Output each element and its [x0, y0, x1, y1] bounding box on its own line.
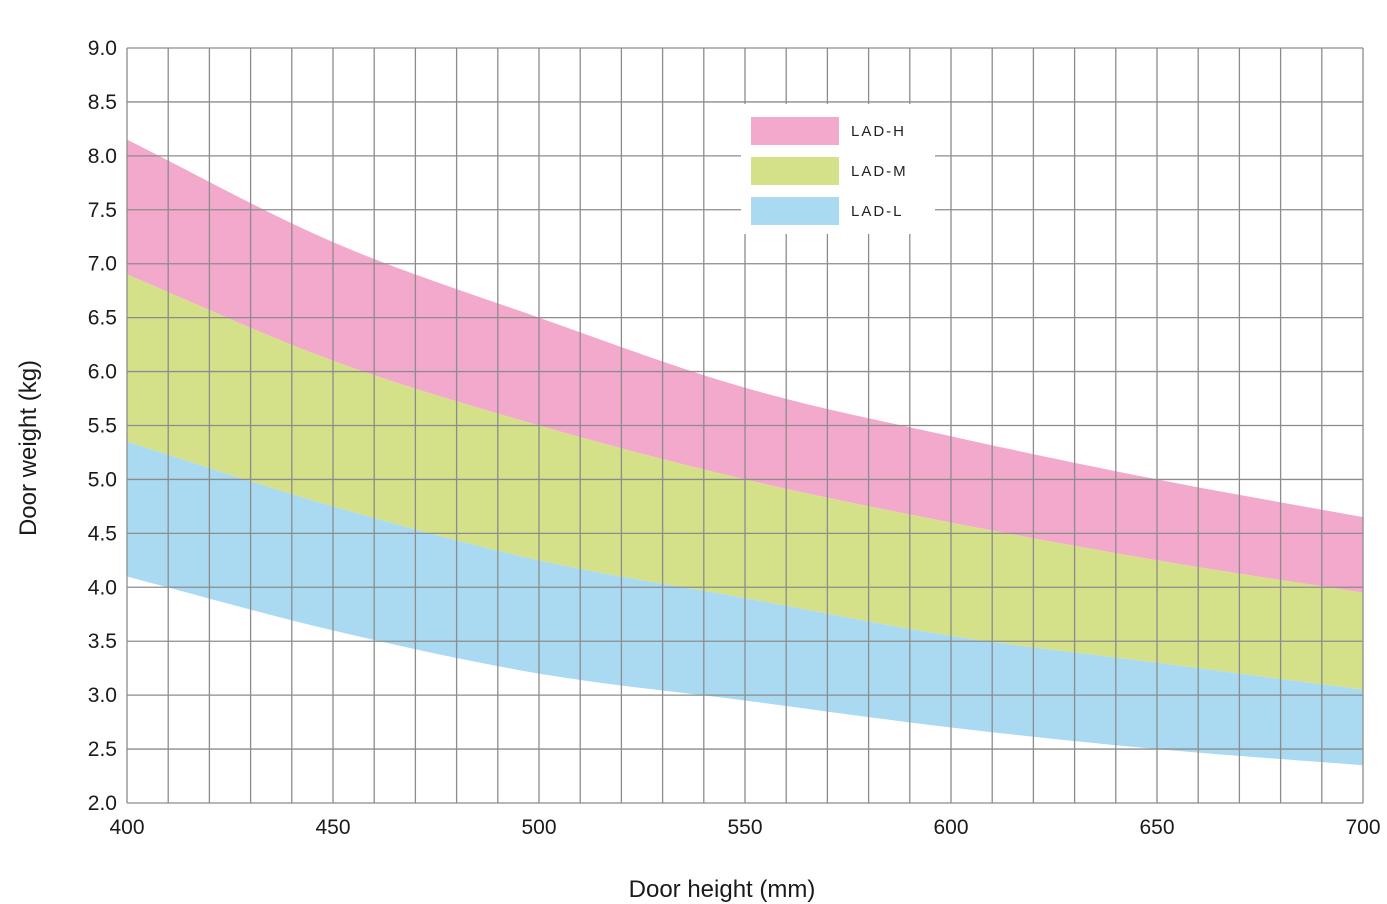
y-tick-label: 7.5 — [88, 199, 117, 222]
legend-swatch-lad-h — [751, 117, 839, 145]
y-axis-title: Door weight (kg) — [15, 360, 42, 536]
y-tick-label: 4.5 — [88, 522, 117, 545]
legend-label-lad-h: LAD-H — [851, 123, 906, 140]
x-tick-label: 550 — [727, 816, 762, 839]
grid-layer — [126, 47, 1364, 804]
y-tick-label: 2.5 — [88, 738, 117, 761]
y-tick-label: 4.0 — [88, 576, 117, 599]
x-tick-label: 700 — [1345, 816, 1380, 839]
x-tick-label: 600 — [933, 816, 968, 839]
x-tick-label: 500 — [521, 816, 556, 839]
legend-label-lad-m: LAD-M — [851, 163, 908, 180]
x-tick-label: 400 — [109, 816, 144, 839]
legend-swatch-lad-l — [751, 197, 839, 225]
y-tick-label: 3.0 — [88, 684, 117, 707]
y-tick-label: 3.5 — [88, 630, 117, 653]
tick-labels: 2.0 2.5 3.0 3.5 4.0 4.5 5.0 5.5 6.0 6.5 7.0 7.5 8.0 8… — [88, 37, 1381, 839]
y-tick-label: 8.5 — [88, 91, 117, 114]
y-tick-label: 9.0 — [88, 37, 117, 60]
legend-swatch-lad-m — [751, 157, 839, 185]
y-tick-label: 6.5 — [88, 307, 117, 330]
legend: LAD-H LAD-M LAD-L — [741, 104, 935, 234]
legend-label-lad-l: LAD-L — [851, 203, 904, 220]
x-tick-label: 450 — [315, 816, 350, 839]
y-tick-label: 6.0 — [88, 361, 117, 384]
y-tick-label: 5.0 — [88, 468, 117, 491]
y-tick-label: 5.5 — [88, 415, 117, 438]
y-tick-label: 8.0 — [88, 145, 117, 168]
y-tick-label: 7.0 — [88, 253, 117, 276]
x-tick-label: 650 — [1139, 816, 1174, 839]
y-tick-label: 2.0 — [88, 792, 117, 815]
x-axis-title: Door height (mm) — [629, 876, 816, 903]
